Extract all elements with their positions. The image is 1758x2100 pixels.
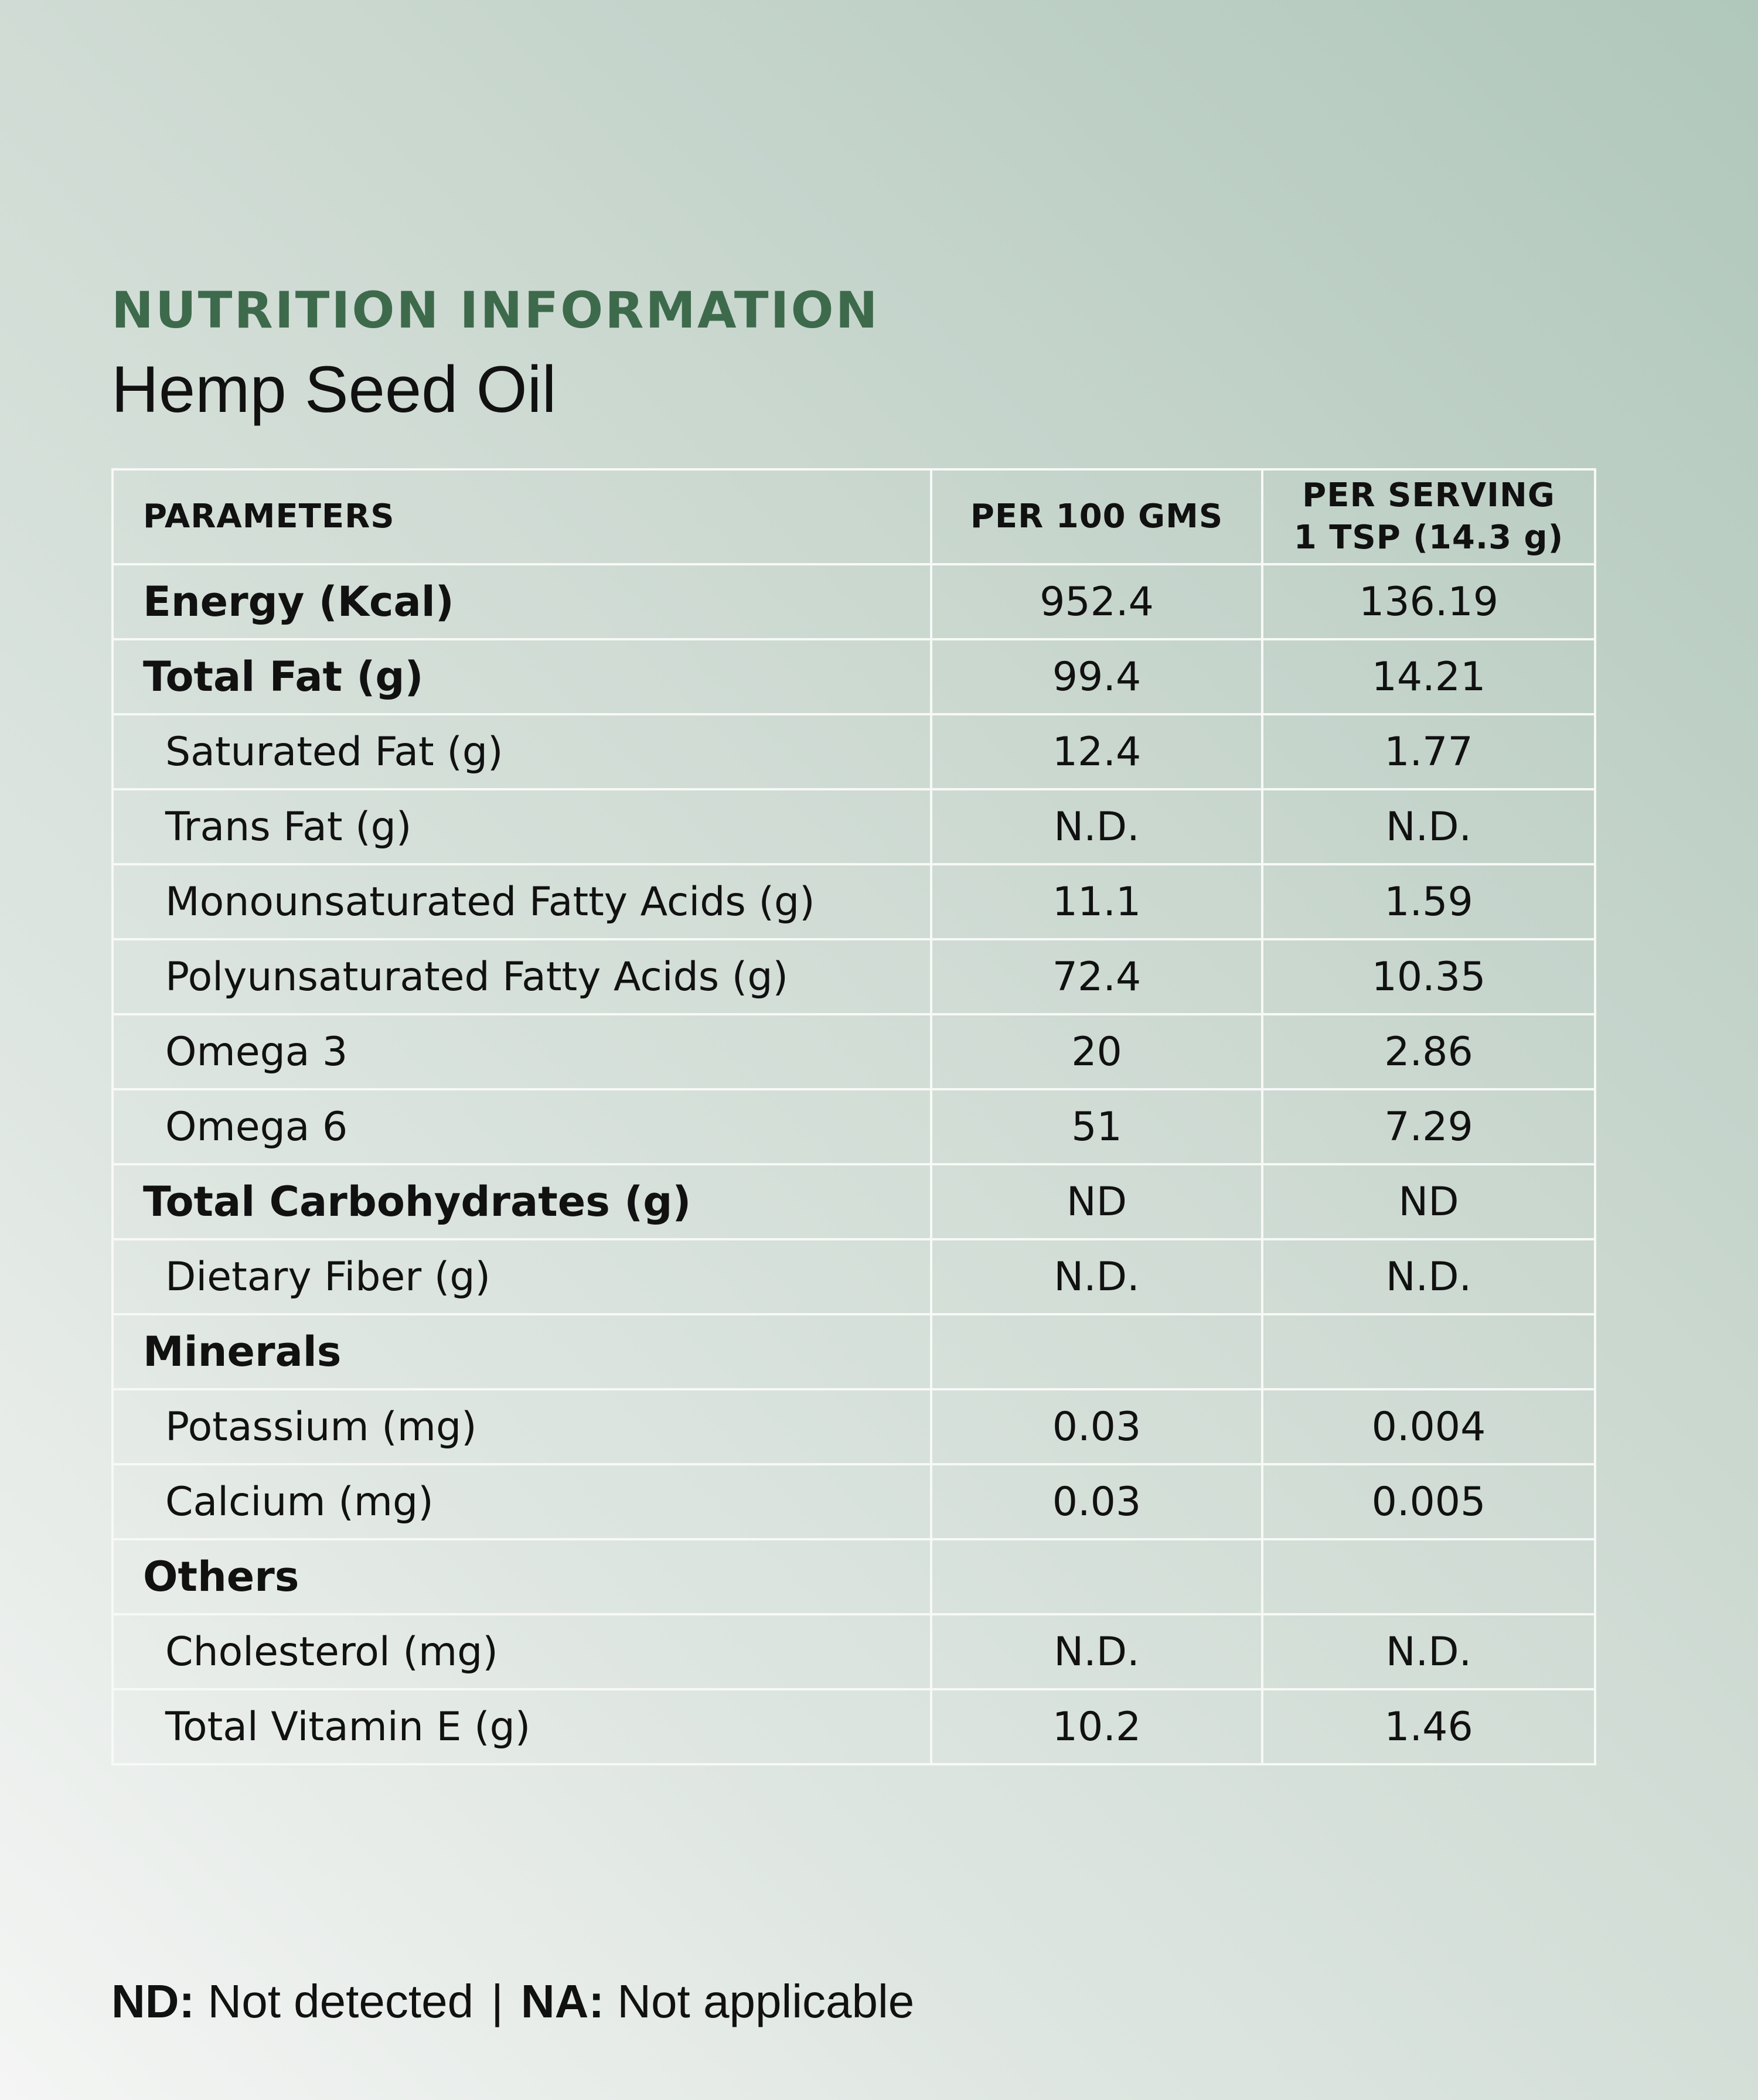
per-serving-value: 2.86: [1261, 1013, 1596, 1090]
per-100-value: 12.4: [930, 713, 1263, 790]
nutrition-table: PARAMETERS PER 100 GMS PER SERVING 1 TSP …: [111, 468, 1596, 1765]
table-row: Saturated Fat (g) 12.4 1.77: [111, 713, 1596, 790]
nd-abbreviation: ND:: [111, 1975, 195, 2027]
section-label-others: Others: [111, 1538, 932, 1615]
page-title: Hemp Seed Oil: [111, 353, 557, 426]
table-row: Total Vitamin E (g) 10.2 1.46: [111, 1688, 1596, 1765]
na-abbreviation: NA:: [520, 1975, 605, 2027]
parameter-label: Saturated Fat (g): [111, 713, 932, 790]
parameter-label: Omega 3: [111, 1013, 932, 1090]
per-serving-value: N.D.: [1261, 1613, 1596, 1690]
parameter-label: Omega 6: [111, 1088, 932, 1165]
table-row: Polyunsaturated Fatty Acids (g) 72.4 10.…: [111, 938, 1596, 1015]
column-header-parameters: PARAMETERS: [111, 468, 932, 565]
table-row: Energy (Kcal) 952.4 136.19: [111, 563, 1596, 640]
parameter-label: Trans Fat (g): [111, 788, 932, 865]
table-row: Omega 6 51 7.29: [111, 1088, 1596, 1165]
table-row: Others: [111, 1538, 1596, 1615]
per-100-value: 0.03: [930, 1388, 1263, 1465]
per-serving-value: [1261, 1538, 1596, 1615]
per-serving-value: 1.46: [1261, 1688, 1596, 1765]
per-100-value: 0.03: [930, 1463, 1263, 1540]
nd-definition: Not detected: [207, 1975, 474, 2027]
per-100-value: 11.1: [930, 863, 1263, 940]
parameter-label: Polyunsaturated Fatty Acids (g): [111, 938, 932, 1015]
parameter-label: Total Fat (g): [111, 638, 932, 715]
page-heading: NUTRITION INFORMATION: [111, 281, 880, 340]
per-100-value: 10.2: [930, 1688, 1263, 1765]
per-serving-value: ND: [1261, 1163, 1596, 1240]
table-row: Total Fat (g) 99.4 14.21: [111, 638, 1596, 715]
per-100-value: N.D.: [930, 1613, 1263, 1690]
column-header-per-100-gms: PER 100 GMS: [930, 468, 1263, 565]
table-row: Dietary Fiber (g) N.D. N.D.: [111, 1238, 1596, 1315]
table-row: Omega 3 20 2.86: [111, 1013, 1596, 1090]
per-serving-value: N.D.: [1261, 788, 1596, 865]
per-serving-value: [1261, 1313, 1596, 1390]
per-serving-value: 0.005: [1261, 1463, 1596, 1540]
parameter-label: Total Carbohydrates (g): [111, 1163, 932, 1240]
per-serving-value: 136.19: [1261, 563, 1596, 640]
per-100-value: ND: [930, 1163, 1263, 1240]
table-row: Potassium (mg) 0.03 0.004: [111, 1388, 1596, 1465]
footnote: ND: Not detected | NA: Not applicable: [111, 1975, 914, 2029]
per-100-value: 20: [930, 1013, 1263, 1090]
column-header-per-serving: PER SERVING 1 TSP (14.3 g): [1261, 468, 1596, 565]
per-serving-value: 0.004: [1261, 1388, 1596, 1465]
parameter-label: Potassium (mg): [111, 1388, 932, 1465]
per-100-value: 51: [930, 1088, 1263, 1165]
per-100-value: 99.4: [930, 638, 1263, 715]
per-serving-value: 14.21: [1261, 638, 1596, 715]
per-serving-line2: 1 TSP (14.3 g): [1293, 519, 1564, 557]
na-definition: Not applicable: [617, 1975, 915, 2027]
per-serving-value: 1.77: [1261, 713, 1596, 790]
per-serving-line1: PER SERVING: [1302, 476, 1555, 514]
per-100-value: N.D.: [930, 1238, 1263, 1315]
table-row: Total Carbohydrates (g) ND ND: [111, 1163, 1596, 1240]
per-100-value: [930, 1313, 1263, 1390]
parameter-label: Energy (Kcal): [111, 563, 932, 640]
per-serving-value: N.D.: [1261, 1238, 1596, 1315]
per-100-value: 72.4: [930, 938, 1263, 1015]
table-row: Monounsaturated Fatty Acids (g) 11.1 1.5…: [111, 863, 1596, 940]
section-label-minerals: Minerals: [111, 1313, 932, 1390]
per-100-value: 952.4: [930, 563, 1263, 640]
parameter-label: Total Vitamin E (g): [111, 1688, 932, 1765]
footnote-separator: |: [491, 1975, 503, 2027]
table-header-row: PARAMETERS PER 100 GMS PER SERVING 1 TSP …: [111, 468, 1596, 565]
parameter-label: Cholesterol (mg): [111, 1613, 932, 1690]
per-serving-value: 10.35: [1261, 938, 1596, 1015]
table-row: Minerals: [111, 1313, 1596, 1390]
table-row: Calcium (mg) 0.03 0.005: [111, 1463, 1596, 1540]
per-100-value: [930, 1538, 1263, 1615]
parameter-label: Calcium (mg): [111, 1463, 932, 1540]
parameter-label: Monounsaturated Fatty Acids (g): [111, 863, 932, 940]
per-100-value: N.D.: [930, 788, 1263, 865]
parameter-label: Dietary Fiber (g): [111, 1238, 932, 1315]
per-serving-value: 1.59: [1261, 863, 1596, 940]
table-row: Cholesterol (mg) N.D. N.D.: [111, 1613, 1596, 1690]
per-serving-value: 7.29: [1261, 1088, 1596, 1165]
table-row: Trans Fat (g) N.D. N.D.: [111, 788, 1596, 865]
